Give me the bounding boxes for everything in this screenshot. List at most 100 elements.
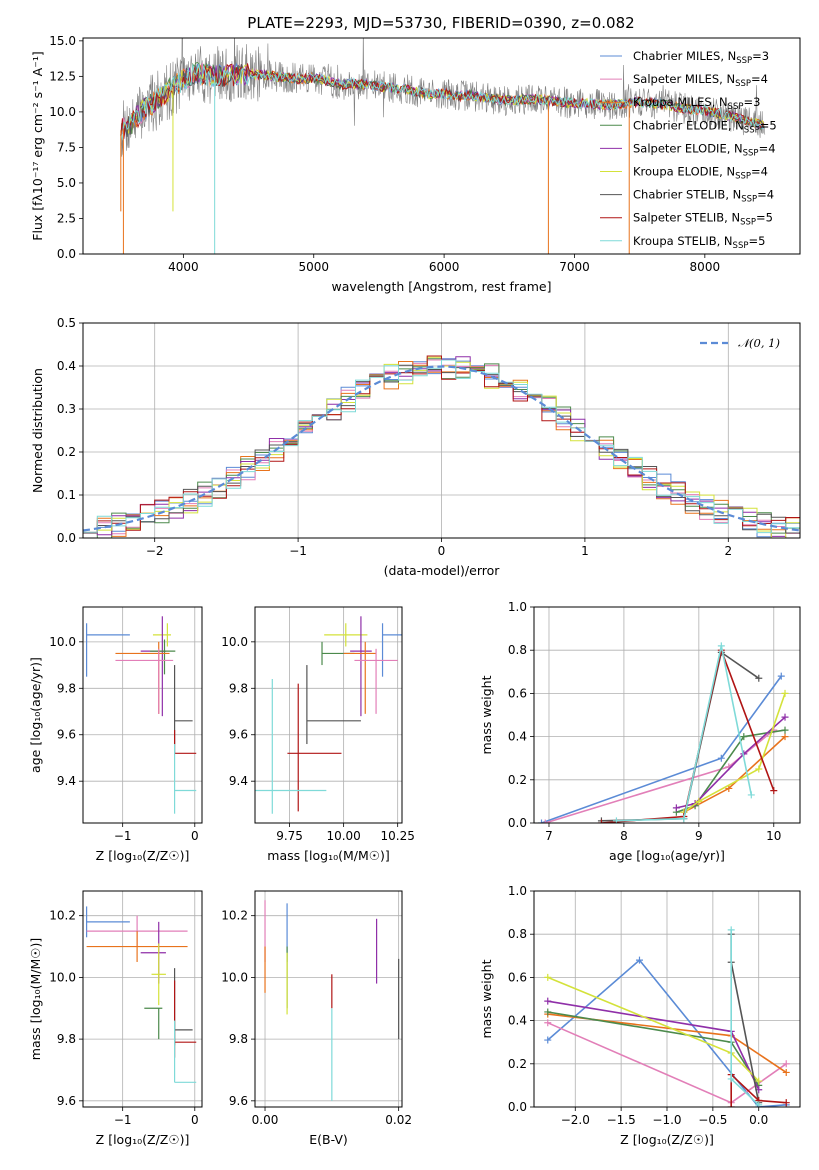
axes-weight-vs-age: 7 8 9 10 0.0 0.2 0.4 0.6 0.8 1.0 age [log₁₀(age/yr… xyxy=(479,600,801,863)
y-tick-label: 9.6 xyxy=(57,728,76,742)
y-tick-label: 9.8 xyxy=(57,681,76,695)
errorbar-salpeter-stelib xyxy=(173,980,197,1058)
y-tick-label: 9.8 xyxy=(57,1032,76,1046)
grid-layer xyxy=(255,607,402,823)
grid-layer xyxy=(83,891,202,1107)
marker-salpeter-stelib xyxy=(770,787,778,795)
axes-frame xyxy=(82,37,801,255)
y-tick-label: 10.0 xyxy=(49,970,76,984)
marker-kroupa-stelib xyxy=(717,642,725,650)
axes-weight-vs-Z: −2.0 −1.5 −1.0 −0.5 0.0 0.0 0.2 0.4 0.6 0.8 1.0 Z [… xyxy=(479,884,801,1147)
errorbar-kroupa-elodie xyxy=(324,623,368,647)
x-tick-label: 2 xyxy=(724,544,732,558)
x-tick-label: 5000 xyxy=(298,260,329,274)
y-tick-label: 0.5 xyxy=(57,316,76,330)
plot-area xyxy=(544,926,790,1107)
x-axis-label: Z [log₁₀(Z/Z☉)] xyxy=(96,1132,190,1147)
figure-title: PLATE=2293, MJD=53730, FIBERID=0390, z=0… xyxy=(247,14,634,32)
marker-chabrier-miles xyxy=(537,819,545,823)
y-tick-label: 9.6 xyxy=(57,1094,76,1108)
x-tick-label: 7 xyxy=(545,829,553,843)
x-tick-label: 10.00 xyxy=(326,829,360,843)
axes-spectrum: 4000 5000 6000 7000 8000 0.0 2.5 5.0 7.5 10.0 12.5… xyxy=(30,34,801,294)
legend-label-chabrier-stelib: Chabrier STELIB, NSSP=4 xyxy=(633,188,774,205)
y-tick-label: 0.0 xyxy=(508,816,527,830)
line-kroupa-elodie xyxy=(683,693,786,813)
legend: Chabrier MILES, NSSP=3 Salpeter MILES, NS… xyxy=(600,49,777,251)
y-tick-label: 0.6 xyxy=(508,970,527,984)
x-tick-label: 0 xyxy=(438,544,446,558)
errorbar-kroupa-miles xyxy=(115,641,170,714)
errorbar-chabrier-miles xyxy=(381,623,402,677)
y-tick-label: 0.6 xyxy=(508,686,527,700)
axes-frame xyxy=(533,606,801,824)
x-tick-label: 10.25 xyxy=(380,829,414,843)
marker-salpeter-stelib xyxy=(597,819,605,823)
legend-label-salpeter-stelib: Salpeter STELIB, NSSP=5 xyxy=(633,211,773,228)
y-tick-label: 0.2 xyxy=(508,1057,527,1071)
plot-area xyxy=(83,355,800,538)
y-tick-label: 10.0 xyxy=(49,105,76,119)
model-spectrum-kroupa-stelib xyxy=(120,62,764,141)
marker-kroupa-miles xyxy=(782,1068,790,1076)
x-axis-label: wavelength [Angstrom, rest frame] xyxy=(331,279,551,294)
x-tick-label: 0 xyxy=(191,1113,199,1127)
x-tick-label: −1.5 xyxy=(607,1113,636,1127)
marker-chabrier-miles xyxy=(635,956,643,964)
y-tick-label: 0.2 xyxy=(57,445,76,459)
histogram-kroupa-miles xyxy=(83,361,800,537)
axes-mass-vs-Z: −1 0 9.6 9.8 10.0 10.2 Z [log₁₀(Z/Z☉)] mass [lo… xyxy=(28,890,203,1147)
legend-label-chabrier-miles: Chabrier MILES, NSSP=3 xyxy=(633,49,769,66)
y-tick-label: 9.4 xyxy=(229,774,248,788)
y-tick-label: 0.0 xyxy=(508,1100,527,1114)
x-tick-label: 4000 xyxy=(168,260,199,274)
axes-age-vs-mass: 9.75 10.00 10.25 9.4 9.6 9.8 10.0 mass [log₁₀(M… xyxy=(221,606,415,863)
marker-chabrier-elodie xyxy=(740,733,748,741)
y-tick-label: 2.5 xyxy=(57,211,76,225)
errorbar-kroupa-miles xyxy=(86,931,188,962)
marker-salpeter-stelib xyxy=(782,1099,790,1107)
y-axis-label: Normed distribution xyxy=(30,368,45,493)
plot-area xyxy=(120,38,766,254)
y-tick-label: 0.1 xyxy=(57,488,76,502)
axes-mass-vs-EBV: 0.00 0.02 9.6 9.8 10.0 10.2 E(B-V) xyxy=(221,890,412,1147)
x-tick-label: 9.75 xyxy=(276,829,303,843)
model-spectrum-salpeter-stelib xyxy=(120,63,765,138)
plot-area xyxy=(537,642,789,823)
marker-kroupa-stelib xyxy=(727,1075,735,1083)
y-tick-label: 0.8 xyxy=(508,643,527,657)
marker-chabrier-elodie xyxy=(544,1008,552,1016)
legend-label-salpeter-miles: Salpeter MILES, NSSP=4 xyxy=(633,72,768,89)
legend-label-gaussian: 𝒩(0, 1) xyxy=(738,336,780,350)
marker-kroupa-miles xyxy=(781,733,789,741)
y-tick-label: 0.0 xyxy=(57,247,76,261)
x-axis-label: mass [log₁₀(M/M☉)] xyxy=(267,848,389,863)
x-axis-label: age [log₁₀(age/yr)] xyxy=(609,848,725,863)
marker-salpeter-miles xyxy=(782,1060,790,1068)
line-salpeter-elodie xyxy=(676,716,786,809)
y-tick-label: 0.8 xyxy=(508,927,527,941)
x-tick-label: −1 xyxy=(289,544,307,558)
x-tick-label: 0.00 xyxy=(252,1113,279,1127)
errorbar-kroupa-miles xyxy=(343,641,377,714)
errorbar-chabrier-stelib xyxy=(306,665,361,745)
marker-salpeter-stelib xyxy=(727,1103,735,1107)
y-tick-label: 9.4 xyxy=(57,774,76,788)
legend-label-kroupa-miles: Kroupa MILES, NSSP=3 xyxy=(633,95,760,112)
y-axis-label: Flux [fλ10⁻¹⁷ erg cm⁻² s⁻¹ A⁻¹] xyxy=(30,51,45,240)
line-kroupa-stelib xyxy=(616,645,753,822)
plot-area xyxy=(86,616,197,814)
y-tick-label: 1.0 xyxy=(508,884,527,898)
line-salpeter-stelib xyxy=(730,1072,787,1107)
axes-frame xyxy=(82,606,203,824)
marker-salpeter-miles xyxy=(541,819,549,823)
axes-frame xyxy=(254,890,403,1108)
y-axis-label: mass [log₁₀(M/M☉)] xyxy=(28,938,43,1060)
y-tick-label: 15.0 xyxy=(49,34,76,48)
legend-label-kroupa-elodie: Kroupa ELODIE, NSSP=4 xyxy=(633,165,768,182)
errorbar-salpeter-stelib xyxy=(287,683,342,812)
errorbar-chabrier-miles xyxy=(86,906,130,938)
marker-kroupa-stelib xyxy=(755,1101,763,1107)
x-axis-label: Z [log₁₀(Z/Z☉)] xyxy=(620,1132,714,1147)
